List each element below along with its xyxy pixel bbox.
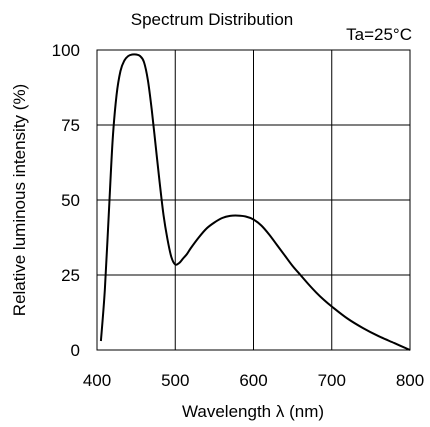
- plot-frame: [96, 49, 411, 351]
- temperature-annotation: Ta=25°C: [346, 25, 412, 44]
- y-tick-label: 25: [61, 266, 80, 285]
- y-tick-label: 0: [71, 341, 80, 360]
- spectrum-line: [99, 53, 411, 351]
- x-tick-label: 500: [161, 371, 189, 390]
- y-tick-label: 50: [61, 191, 80, 210]
- x-tick-label: 600: [239, 371, 267, 390]
- x-tick-label: 400: [83, 371, 111, 390]
- x-axis-label: Wavelength λ (nm): [182, 402, 324, 421]
- y-tick-labels: 0 25 50 75 100: [52, 41, 80, 360]
- x-tick-labels: 400 500 600 700 800: [83, 371, 424, 390]
- x-tick-label: 700: [318, 371, 346, 390]
- y-tick-label: 75: [61, 116, 80, 135]
- y-axis-label: Relative luminous intensity (%): [10, 84, 29, 316]
- y-tick-label: 100: [52, 41, 80, 60]
- grid: [97, 50, 410, 350]
- x-tick-label: 800: [396, 371, 424, 390]
- series-layer: [99, 53, 411, 351]
- chart-title: Spectrum Distribution: [131, 10, 294, 29]
